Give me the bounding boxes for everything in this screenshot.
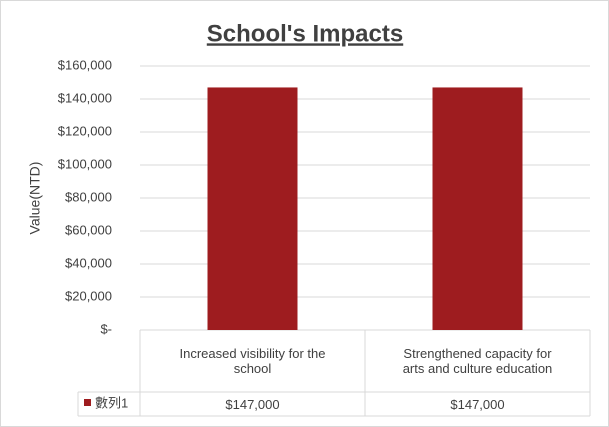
data-table-value: $147,000 <box>225 396 280 412</box>
y-tick-label: $- <box>100 321 112 336</box>
y-tick-label: $80,000 <box>65 189 112 204</box>
y-tick-label: $120,000 <box>58 123 112 138</box>
y-tick-label: $140,000 <box>58 90 112 105</box>
data-table-value: $147,000 <box>450 396 505 412</box>
y-tick-label: $100,000 <box>58 156 112 171</box>
x-tick-label: Increased visibility for the school <box>179 346 326 376</box>
bar <box>207 87 298 330</box>
y-tick-label: $40,000 <box>65 255 112 270</box>
y-axis-label: Value(NTD) <box>27 162 43 235</box>
y-tick-label: $60,000 <box>65 222 112 237</box>
legend-label: 數列1 <box>95 395 128 410</box>
legend-swatch <box>84 399 91 406</box>
x-tick-label: Strengthened capacity for arts and cultu… <box>402 346 553 376</box>
y-tick-label: $20,000 <box>65 288 112 303</box>
chart-title: School's Impacts <box>207 20 403 47</box>
y-tick-label: $160,000 <box>58 57 112 72</box>
bar <box>432 87 523 330</box>
